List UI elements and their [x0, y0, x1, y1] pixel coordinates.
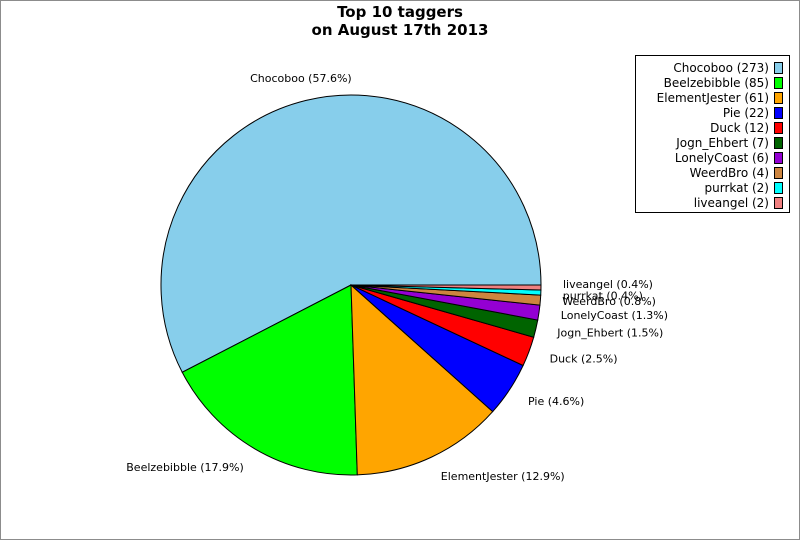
pie-slice-beelzebibble: [181, 284, 358, 476]
slice-label-liveangel: liveangel (0.4%): [563, 278, 653, 291]
chart-title-line-1: Top 10 taggers: [337, 3, 463, 21]
legend-label: WeerdBro (4): [689, 165, 769, 180]
slice-label-purrkat: purrkat (0.4%): [563, 289, 643, 302]
chart-title-line-2: on August 17th 2013: [311, 21, 489, 39]
slice-label-beelzebibble: Beelzebibble (17.9%): [126, 461, 244, 474]
slice-label-jogn_ehbert: Jogn_Ehbert (1.5%): [556, 327, 663, 340]
legend-item-pie: Pie (22): [723, 105, 783, 120]
pie-slice-liveangel: [350, 284, 542, 291]
slice-label-duck: Duck (2.5%): [550, 352, 618, 365]
legend-swatch: [774, 181, 783, 194]
legend-swatch: [774, 196, 783, 209]
legend-swatch: [774, 121, 783, 134]
legend-label: Chocoboo (273): [673, 60, 769, 75]
legend-swatch: [774, 76, 783, 89]
slice-label-elementjester: ElementJester (12.9%): [441, 470, 565, 483]
legend-item-elementjester: ElementJester (61): [657, 90, 783, 105]
chart-legend: Chocoboo (273) Beelzebibble (85) ElementJe…: [635, 55, 790, 213]
legend-item-weerdbro: WeerdBro (4): [690, 165, 783, 180]
legend-label: Pie (22): [722, 105, 769, 120]
legend-label: Duck (12): [710, 120, 769, 135]
pie-slice-chocoboo: [160, 94, 542, 373]
legend-label: liveangel (2): [693, 195, 769, 210]
slice-label-weerdbro: WeerdBro (0.8%): [562, 295, 656, 308]
legend-item-purrkat: purrkat (2): [704, 180, 783, 195]
legend-label: ElementJester (61): [656, 90, 769, 105]
legend-swatch: [774, 166, 783, 179]
legend-swatch: [774, 91, 783, 104]
legend-label: Beelzebibble (85): [663, 75, 769, 90]
pie-slice-elementjester: [350, 283, 494, 476]
chart-title: Top 10 taggers on August 17th 2013: [0, 3, 800, 39]
legend-item-jogn_ehbert: Jogn_Ehbert (7): [676, 135, 783, 150]
legend-swatch: [774, 61, 783, 74]
legend-item-lonelycoast: LonelyCoast (6): [675, 150, 783, 165]
legend-item-beelzebibble: Beelzebibble (85): [664, 75, 783, 90]
legend-item-liveangel: liveangel (2): [694, 195, 783, 210]
legend-label: purrkat (2): [704, 180, 770, 195]
slice-label-lonelycoast: LonelyCoast (1.3%): [561, 309, 668, 322]
legend-swatch: [774, 151, 783, 164]
legend-label: LonelyCoast (6): [674, 150, 769, 165]
legend-swatch: [774, 106, 783, 119]
slice-label-pie: Pie (4.6%): [528, 395, 584, 408]
legend-item-duck: Duck (12): [710, 120, 783, 135]
slice-label-chocoboo: Chocoboo (57.6%): [250, 72, 352, 85]
legend-label: Jogn_Ehbert (7): [676, 135, 769, 150]
legend-item-chocoboo: Chocoboo (273): [673, 60, 783, 75]
legend-swatch: [774, 136, 783, 149]
